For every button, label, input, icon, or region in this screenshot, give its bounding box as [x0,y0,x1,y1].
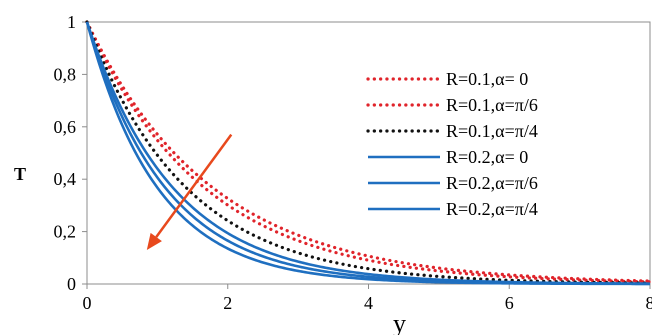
legend-label-5: R=0.2,α=π/6 [446,173,538,193]
series-line-6 [85,21,650,286]
legend-label-1: R=0.1,α= 0 [446,69,528,89]
legend-label-2: R=0.1,α=π/6 [446,95,538,115]
series-layer [85,20,652,286]
y-tick-label: 0,6 [54,117,77,137]
y-tick-label: 0,4 [54,169,77,189]
plot-frame [86,21,651,285]
x-tick-label: 2 [223,293,232,313]
series-line-4 [85,21,651,285]
series-line-1 [85,20,652,283]
x-tick-label: 0 [83,293,92,313]
x-tick-label: 4 [364,293,373,313]
y-tick-label: 0,2 [54,222,77,242]
axes: 0 2 4 6 8 0 0,2 0,4 0,6 0,8 1 [54,12,652,313]
annotation-layer [146,133,233,250]
series-line-2 [85,20,652,284]
legend-label-4: R=0.2,α= 0 [446,147,528,167]
y-axis-label: T [14,164,26,184]
series-line-5 [85,21,650,286]
legend-label-3: R=0.1,α=π/4 [446,121,538,141]
series-line-3 [85,20,652,285]
x-tick-label: 6 [505,293,514,313]
y-tick-label: 1 [67,12,76,32]
legend-label-6: R=0.2,α=π/4 [446,199,538,219]
x-tick-label: 8 [646,293,652,313]
y-tick-label: 0,8 [54,64,77,84]
legend: R=0.1,α= 0 R=0.1,α=π/6 R=0.1,α=π/4 R=0.2,α=… [366,69,538,219]
y-tick-label: 0 [67,274,76,294]
trend-arrow-head [146,232,162,250]
trend-arrow-shaft [155,133,233,238]
x-axis-label: y [393,309,406,335]
plot-area [86,21,651,285]
